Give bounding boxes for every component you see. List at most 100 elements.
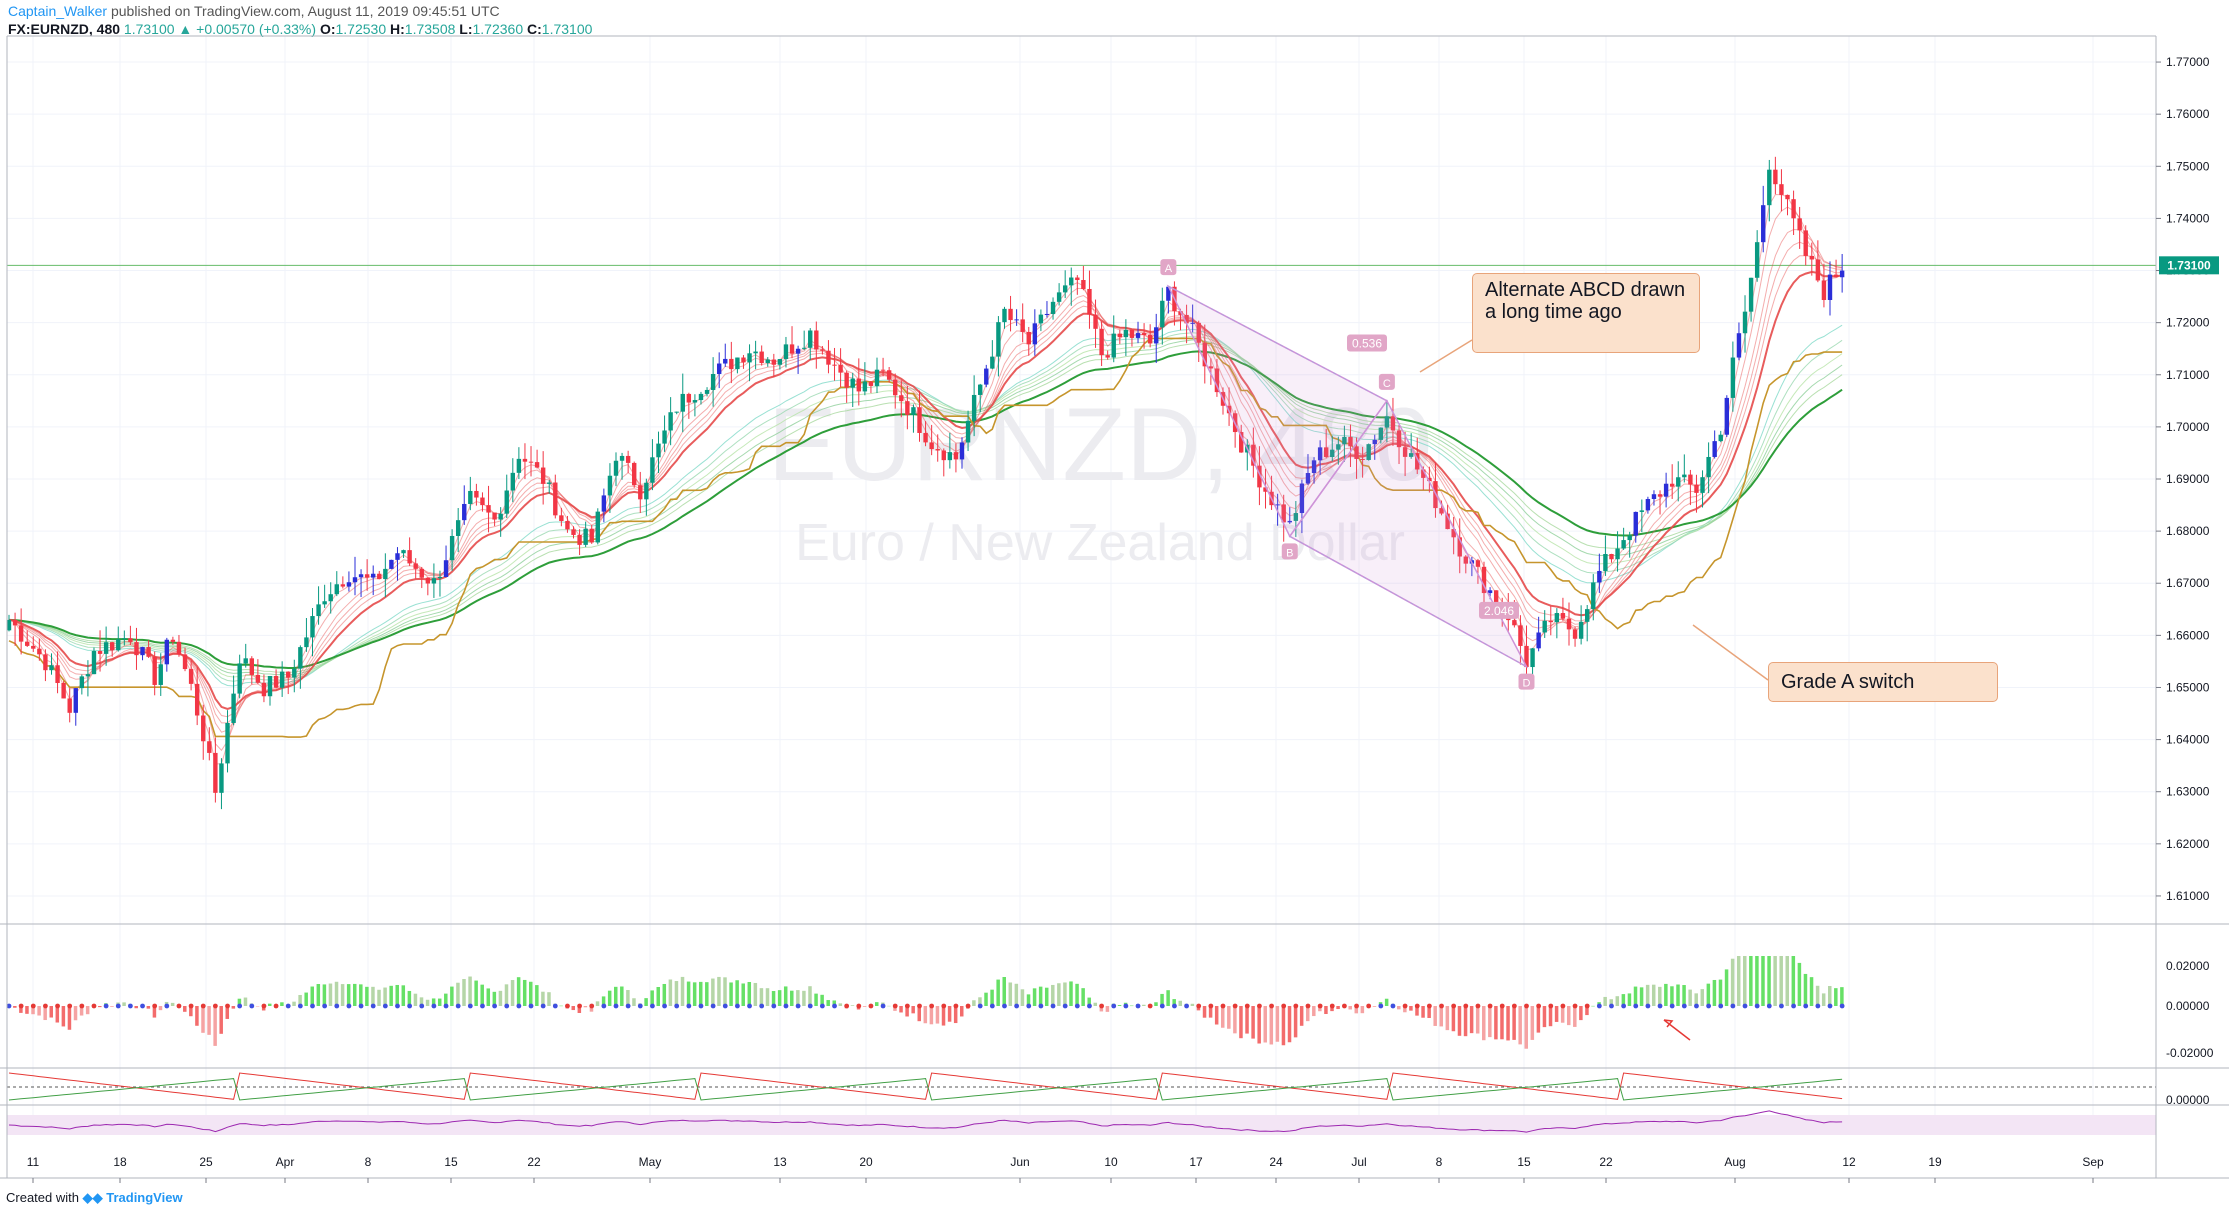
zero-dot (1657, 1003, 1663, 1009)
candle-body (540, 467, 546, 484)
histogram-bar (67, 1006, 72, 1030)
histogram-bar (1299, 1006, 1304, 1026)
author-link[interactable]: Captain_Walker (8, 3, 108, 19)
zero-dot (1208, 1003, 1214, 1009)
candle-body (953, 452, 959, 460)
histogram-bar (1585, 1006, 1589, 1016)
callout-pointer (1692, 624, 1769, 681)
histogram-bar (1129, 1005, 1134, 1007)
candle-body (1651, 494, 1657, 500)
histogram-bar (1749, 956, 1753, 1006)
histogram-bar (516, 977, 521, 1006)
histogram-bar (304, 992, 308, 1006)
histogram-bar (850, 1005, 855, 1006)
candle-body (55, 665, 60, 684)
histogram-bar (395, 984, 399, 1006)
histogram-bar (1518, 1006, 1522, 1045)
candle-body (1178, 311, 1183, 315)
abcd-callout[interactable]: Alternate ABCD drawn a long time ago (1472, 273, 1700, 353)
zero-dot (1524, 1003, 1529, 1009)
zero-dot (1779, 1003, 1784, 1009)
candle-body (1069, 277, 1074, 286)
time-tick-label: 22 (1599, 1155, 1613, 1169)
candle-body (73, 688, 78, 713)
histogram-bar (1639, 987, 1644, 1006)
symbol-name: FX:EURNZD, 480 (8, 21, 121, 37)
candle-body (947, 452, 953, 461)
histogram-bar (911, 1006, 915, 1014)
zero-dot (1815, 1003, 1821, 1009)
price-tick-label: 1.62000 (2166, 837, 2210, 851)
close-label: C: (527, 21, 542, 37)
zero-dot (1766, 1003, 1772, 1009)
zero-dot (710, 1003, 716, 1009)
candle-body (680, 393, 685, 412)
candle-body (534, 462, 540, 468)
candle-body (389, 559, 394, 569)
zero-dot (310, 1003, 315, 1009)
candle-body (583, 528, 588, 545)
histogram-bar (237, 998, 242, 1006)
histogram-bar (978, 997, 982, 1006)
tradingview-brand[interactable]: TradingView (106, 1190, 183, 1205)
zero-dot (1548, 1003, 1554, 1009)
grade-a-switch-callout[interactable]: Grade A switch (1768, 662, 1998, 702)
candle-body (377, 573, 382, 580)
candle-body (6, 619, 12, 631)
histogram-bar (947, 1006, 952, 1022)
histogram-bar (959, 1006, 964, 1017)
histogram-bar (183, 1006, 187, 1012)
zero-dot (844, 1003, 850, 1009)
histogram-bar (1573, 1006, 1577, 1027)
histogram-bar (498, 990, 503, 1006)
candle-body (1093, 314, 1098, 329)
candle-body (1779, 184, 1784, 195)
histogram-bar (1834, 988, 1838, 1006)
zero-dot (1123, 1003, 1129, 1009)
candle-body (559, 515, 564, 522)
candle-body (1348, 436, 1353, 447)
candle-body (1421, 469, 1426, 478)
zero-dot (91, 1003, 97, 1009)
histogram-bar (777, 990, 782, 1006)
candle-body (978, 384, 983, 395)
zero-dot (1002, 1003, 1007, 1009)
candle-body (468, 490, 473, 504)
zero-dot (43, 1003, 48, 1009)
candle-body (1196, 322, 1201, 343)
histogram-bar (352, 983, 357, 1006)
candle-body (286, 671, 291, 678)
candle-body (419, 568, 424, 578)
candle-body (1542, 620, 1547, 633)
zero-dot (1305, 1003, 1311, 1009)
candle-body (1767, 169, 1772, 206)
candle-body (820, 349, 825, 351)
histogram-bar (941, 1006, 946, 1026)
histogram-bar (425, 999, 430, 1006)
histogram-bar (1779, 956, 1783, 1006)
candle-body (632, 462, 637, 486)
osc-tick-label: 0.00000 (2166, 999, 2210, 1013)
candle-body (1026, 331, 1031, 345)
histogram-bar (225, 1006, 230, 1019)
arrow-icon (1663, 1019, 1691, 1041)
tradingview-logo-icon[interactable]: ◆◆ (82, 1190, 103, 1205)
histogram-bar (1026, 994, 1031, 1006)
candle-body (777, 359, 783, 365)
histogram-bar (796, 990, 800, 1006)
zero-dot (832, 1003, 837, 1009)
candle-body (383, 568, 388, 580)
histogram-bar (1755, 956, 1759, 1006)
candle-body (267, 675, 273, 697)
candle-body (1597, 570, 1602, 583)
candle-body (1773, 169, 1778, 185)
histogram-bar (377, 989, 381, 1006)
candle-body (1317, 447, 1323, 461)
histogram-bar (674, 981, 679, 1006)
candle-body (1323, 447, 1329, 458)
candle-body (1560, 613, 1566, 619)
histogram-bar (146, 1006, 151, 1009)
histogram-bar (1524, 1006, 1528, 1049)
candle-body (1105, 355, 1110, 358)
